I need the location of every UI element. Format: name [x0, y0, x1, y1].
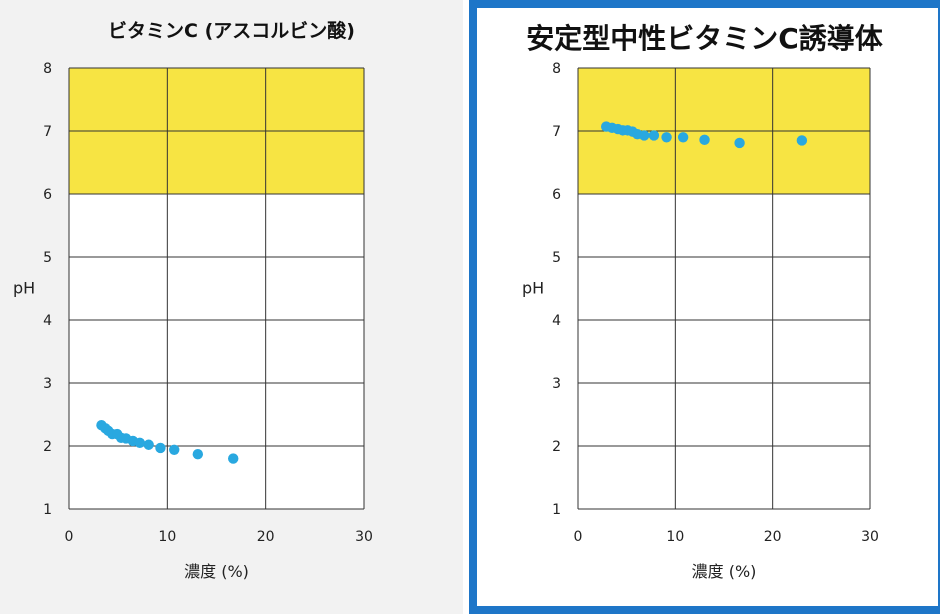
- left-x-tick-label: 0: [65, 529, 74, 545]
- right-x-tick-label: 10: [666, 529, 684, 545]
- left-chart-title: ビタミンC (アスコルビン酸): [108, 20, 355, 42]
- right-y-tick-label: 5: [552, 250, 561, 266]
- right-y-tick-label: 4: [552, 313, 561, 329]
- right-x-axis-label: 濃度 (%): [692, 562, 757, 581]
- right-y-tick-label: 2: [552, 439, 561, 455]
- right-data-point: [796, 135, 808, 146]
- right-data-point: [677, 132, 689, 143]
- right-x-tick-label: 20: [764, 529, 782, 545]
- left-y-tick-label: 7: [43, 124, 52, 140]
- right-data-point: [734, 137, 745, 149]
- left-y-tick-label: 1: [43, 502, 52, 518]
- right-y-tick-label: 6: [552, 187, 561, 203]
- right-y-axis-label: pH: [522, 279, 544, 298]
- left-data-point: [228, 453, 239, 464]
- right-x-tick-label: 30: [861, 529, 879, 545]
- left-data-point: [143, 439, 154, 450]
- right-x-tick-label: 0: [574, 529, 583, 545]
- left-y-tick-label: 4: [43, 313, 52, 329]
- right-y-tick-label: 3: [552, 376, 561, 392]
- left-x-tick-label: 20: [257, 529, 275, 545]
- left-data-point: [155, 442, 166, 454]
- left-x-tick-label: 30: [355, 529, 373, 545]
- right-data-point: [699, 134, 710, 146]
- left-y-tick-label: 3: [43, 376, 52, 392]
- left-y-tick-label: 5: [43, 250, 52, 266]
- left-y-tick-label: 2: [43, 439, 52, 455]
- left-x-tick-label: 10: [158, 529, 176, 545]
- right-y-tick-label: 7: [552, 124, 561, 140]
- right-chart-title: 安定型中性ビタミンC誘導体: [526, 22, 883, 55]
- left-x-axis-label: 濃度 (%): [184, 562, 249, 581]
- left-y-axis-label: pH: [13, 279, 35, 298]
- right-y-tick-label: 1: [552, 502, 561, 518]
- right-y-tick-label: 8: [552, 61, 561, 77]
- left-y-tick-label: 8: [43, 61, 52, 77]
- right-data-point: [661, 132, 672, 143]
- left-data-point: [134, 437, 145, 449]
- right-data-point: [648, 130, 660, 141]
- left-data-point: [169, 444, 180, 455]
- left-data-point: [192, 448, 204, 460]
- right-data-point: [638, 130, 650, 141]
- left-y-tick-label: 6: [43, 187, 52, 203]
